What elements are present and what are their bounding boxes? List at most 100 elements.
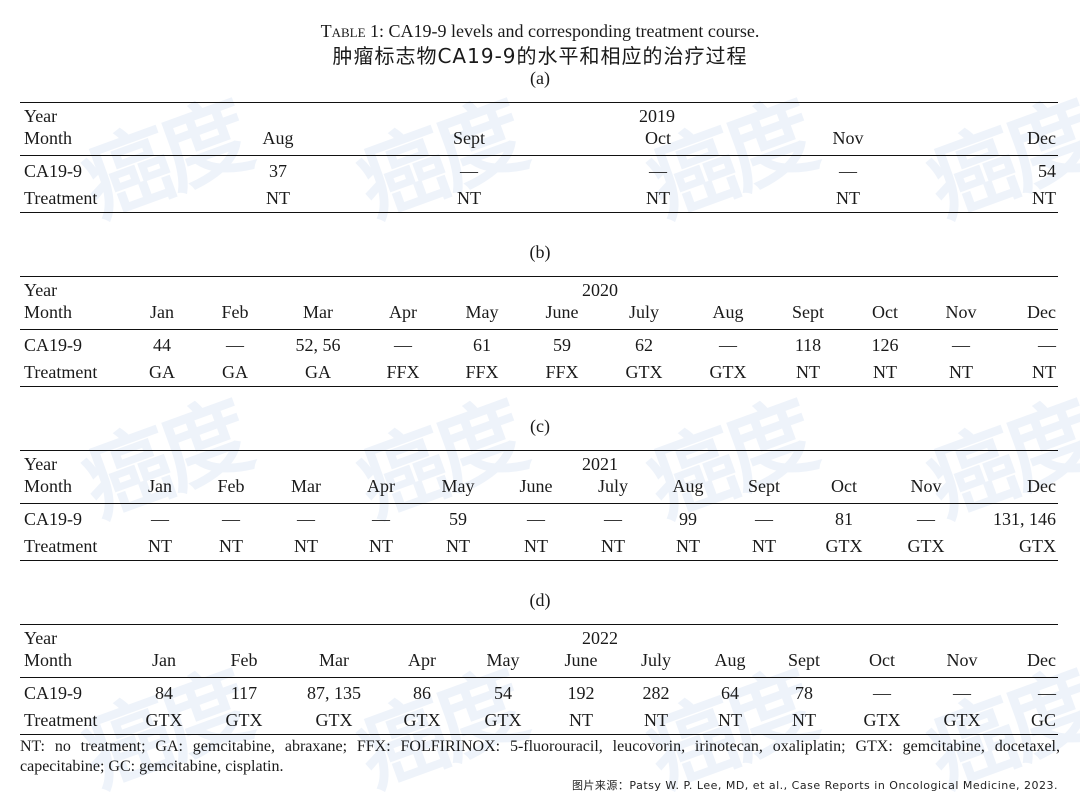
treatment-cell: NT (569, 710, 593, 730)
treatment-cell: NT (796, 362, 820, 382)
ca199-value-cell: — (952, 335, 970, 355)
ca199-value-cell: — (226, 335, 244, 355)
ca199-row-label: CA19-9 (24, 161, 82, 181)
ca199-value-cell: — (604, 509, 622, 529)
subtable-d: Year Month 2022 Jan Feb Mar Apr May June July A… (20, 624, 1058, 735)
month-header-cell: Aug (672, 476, 704, 496)
ca199-value-cell: — (917, 509, 935, 529)
ca199-value-cell: 86 (413, 683, 431, 703)
treatment-cell: GTX (709, 362, 747, 382)
ca199-value-cell: — (953, 683, 971, 703)
subtable-label-a: (a) (530, 68, 550, 88)
month-header-cell: Nov (945, 302, 977, 322)
month-header: Month (24, 650, 73, 670)
ca199-value-cell: 192 (567, 683, 595, 703)
month-header-cell: Apr (408, 650, 436, 670)
month-header-cell: Oct (872, 302, 898, 322)
treatment-cell: NT (676, 536, 700, 556)
month-header-cell: Jan (152, 650, 176, 670)
month-header-cell: May (465, 302, 499, 322)
subtable-a: Year Month 2019 Aug Sept Oct Nov Dec CA19-9 … (20, 102, 1058, 213)
ca199-value-cell: 59 (449, 509, 467, 529)
year-value: 2020 (582, 280, 618, 300)
treatment-cell: NT (718, 710, 742, 730)
treatment-cell: GTX (625, 362, 663, 382)
month-header-cell: June (564, 650, 598, 670)
treatment-cell: NT (369, 536, 393, 556)
ca199-value-cell: 54 (494, 683, 512, 703)
subtable-b: Year Month 2020 Jan Feb Mar Apr May June July A… (20, 276, 1058, 387)
ca199-value-cell: 59 (553, 335, 571, 355)
table-label: Table 1: (320, 21, 385, 41)
month-header-cell: May (441, 476, 475, 496)
subtable-c: Year Month 2021 Jan Feb Mar Apr May June July A… (20, 450, 1058, 561)
treatment-cell: NT (524, 536, 548, 556)
month-header-cell: Oct (645, 128, 671, 148)
month-header-cell: Sept (787, 650, 821, 670)
treatment-cell: GTX (825, 536, 863, 556)
treatment-cell: NT (644, 710, 668, 730)
ca199-value-cell: 118 (794, 335, 822, 355)
ca199-value-cell: — (151, 509, 169, 529)
treatment-cell: GTX (907, 536, 945, 556)
month-header-cell: July (628, 302, 660, 322)
ca199-value-cell: — (297, 509, 315, 529)
treatment-cell: GA (149, 362, 175, 382)
treatment-cell: NT (1032, 362, 1056, 382)
ca199-value-cell: — (719, 335, 737, 355)
month-header-cell: Aug (712, 302, 744, 322)
treatment-cell: GTX (403, 710, 441, 730)
month-header-cell: Aug (262, 128, 294, 148)
ca199-value-cell: — (222, 509, 240, 529)
table-title: CA19-9 levels and corresponding treatmen… (388, 21, 760, 41)
month-header-cell: July (597, 476, 629, 496)
treatment-cell: GTX (863, 710, 901, 730)
subtable-label-b: (b) (529, 242, 551, 262)
ca199-value-cell: 117 (230, 683, 258, 703)
treatment-cell: FFX (465, 362, 499, 382)
month-header-cell: Sept (747, 476, 781, 496)
ca199-value-cell: 78 (795, 683, 813, 703)
month-header-cell: Apr (367, 476, 395, 496)
ca199-value-cell: 282 (642, 683, 670, 703)
ca199-value-cell: — (1038, 335, 1056, 355)
treatment-cell: NT (148, 536, 172, 556)
month-header-cell: Dec (1027, 476, 1056, 496)
treatment-cell: GTX (484, 710, 522, 730)
ca199-value-cell: 126 (871, 335, 899, 355)
ca199-value-cell: 87, 135 (307, 683, 361, 703)
treatment-row-label: Treatment (24, 536, 98, 556)
month-header-cell: Mar (319, 650, 349, 670)
month-header-cell: Nov (832, 128, 864, 148)
year-value: 2021 (582, 454, 618, 474)
treatment-row-label: Treatment (24, 188, 98, 208)
treatment-cell: GA (305, 362, 331, 382)
month-header: Month (24, 476, 73, 496)
treatment-cell: FFX (386, 362, 420, 382)
image-source-credit: 图片来源：Patsy W. P. Lee, MD, et al., Case R… (571, 779, 1058, 792)
month-header-cell: Feb (217, 476, 245, 496)
treatment-cell: NT (446, 536, 470, 556)
year-header: Year (24, 280, 58, 300)
ca199-value-cell: 44 (153, 335, 171, 355)
ca199-row-label: CA19-9 (24, 509, 82, 529)
ca199-value-cell: — (372, 509, 390, 529)
year-header: Year (24, 106, 58, 126)
treatment-cell: GC (1030, 710, 1056, 730)
ca199-value-cell: 99 (679, 509, 697, 529)
subtable-label-d: (d) (529, 590, 551, 610)
treatment-cell: GTX (145, 710, 183, 730)
ca199-value-cell: — (394, 335, 412, 355)
treatment-cell: GTX (225, 710, 263, 730)
ca199-row-label: CA19-9 (24, 335, 82, 355)
treatment-cell: NT (792, 710, 816, 730)
month-header-cell: Mar (291, 476, 321, 496)
treatment-cell: NT (836, 188, 860, 208)
year-value: 2022 (582, 628, 618, 648)
month-header-cell: Sept (791, 302, 825, 322)
month-header-cell: Aug (714, 650, 746, 670)
treatment-cell: NT (949, 362, 973, 382)
year-value: 2019 (639, 106, 675, 126)
treatment-cell: GTX (1019, 536, 1056, 556)
